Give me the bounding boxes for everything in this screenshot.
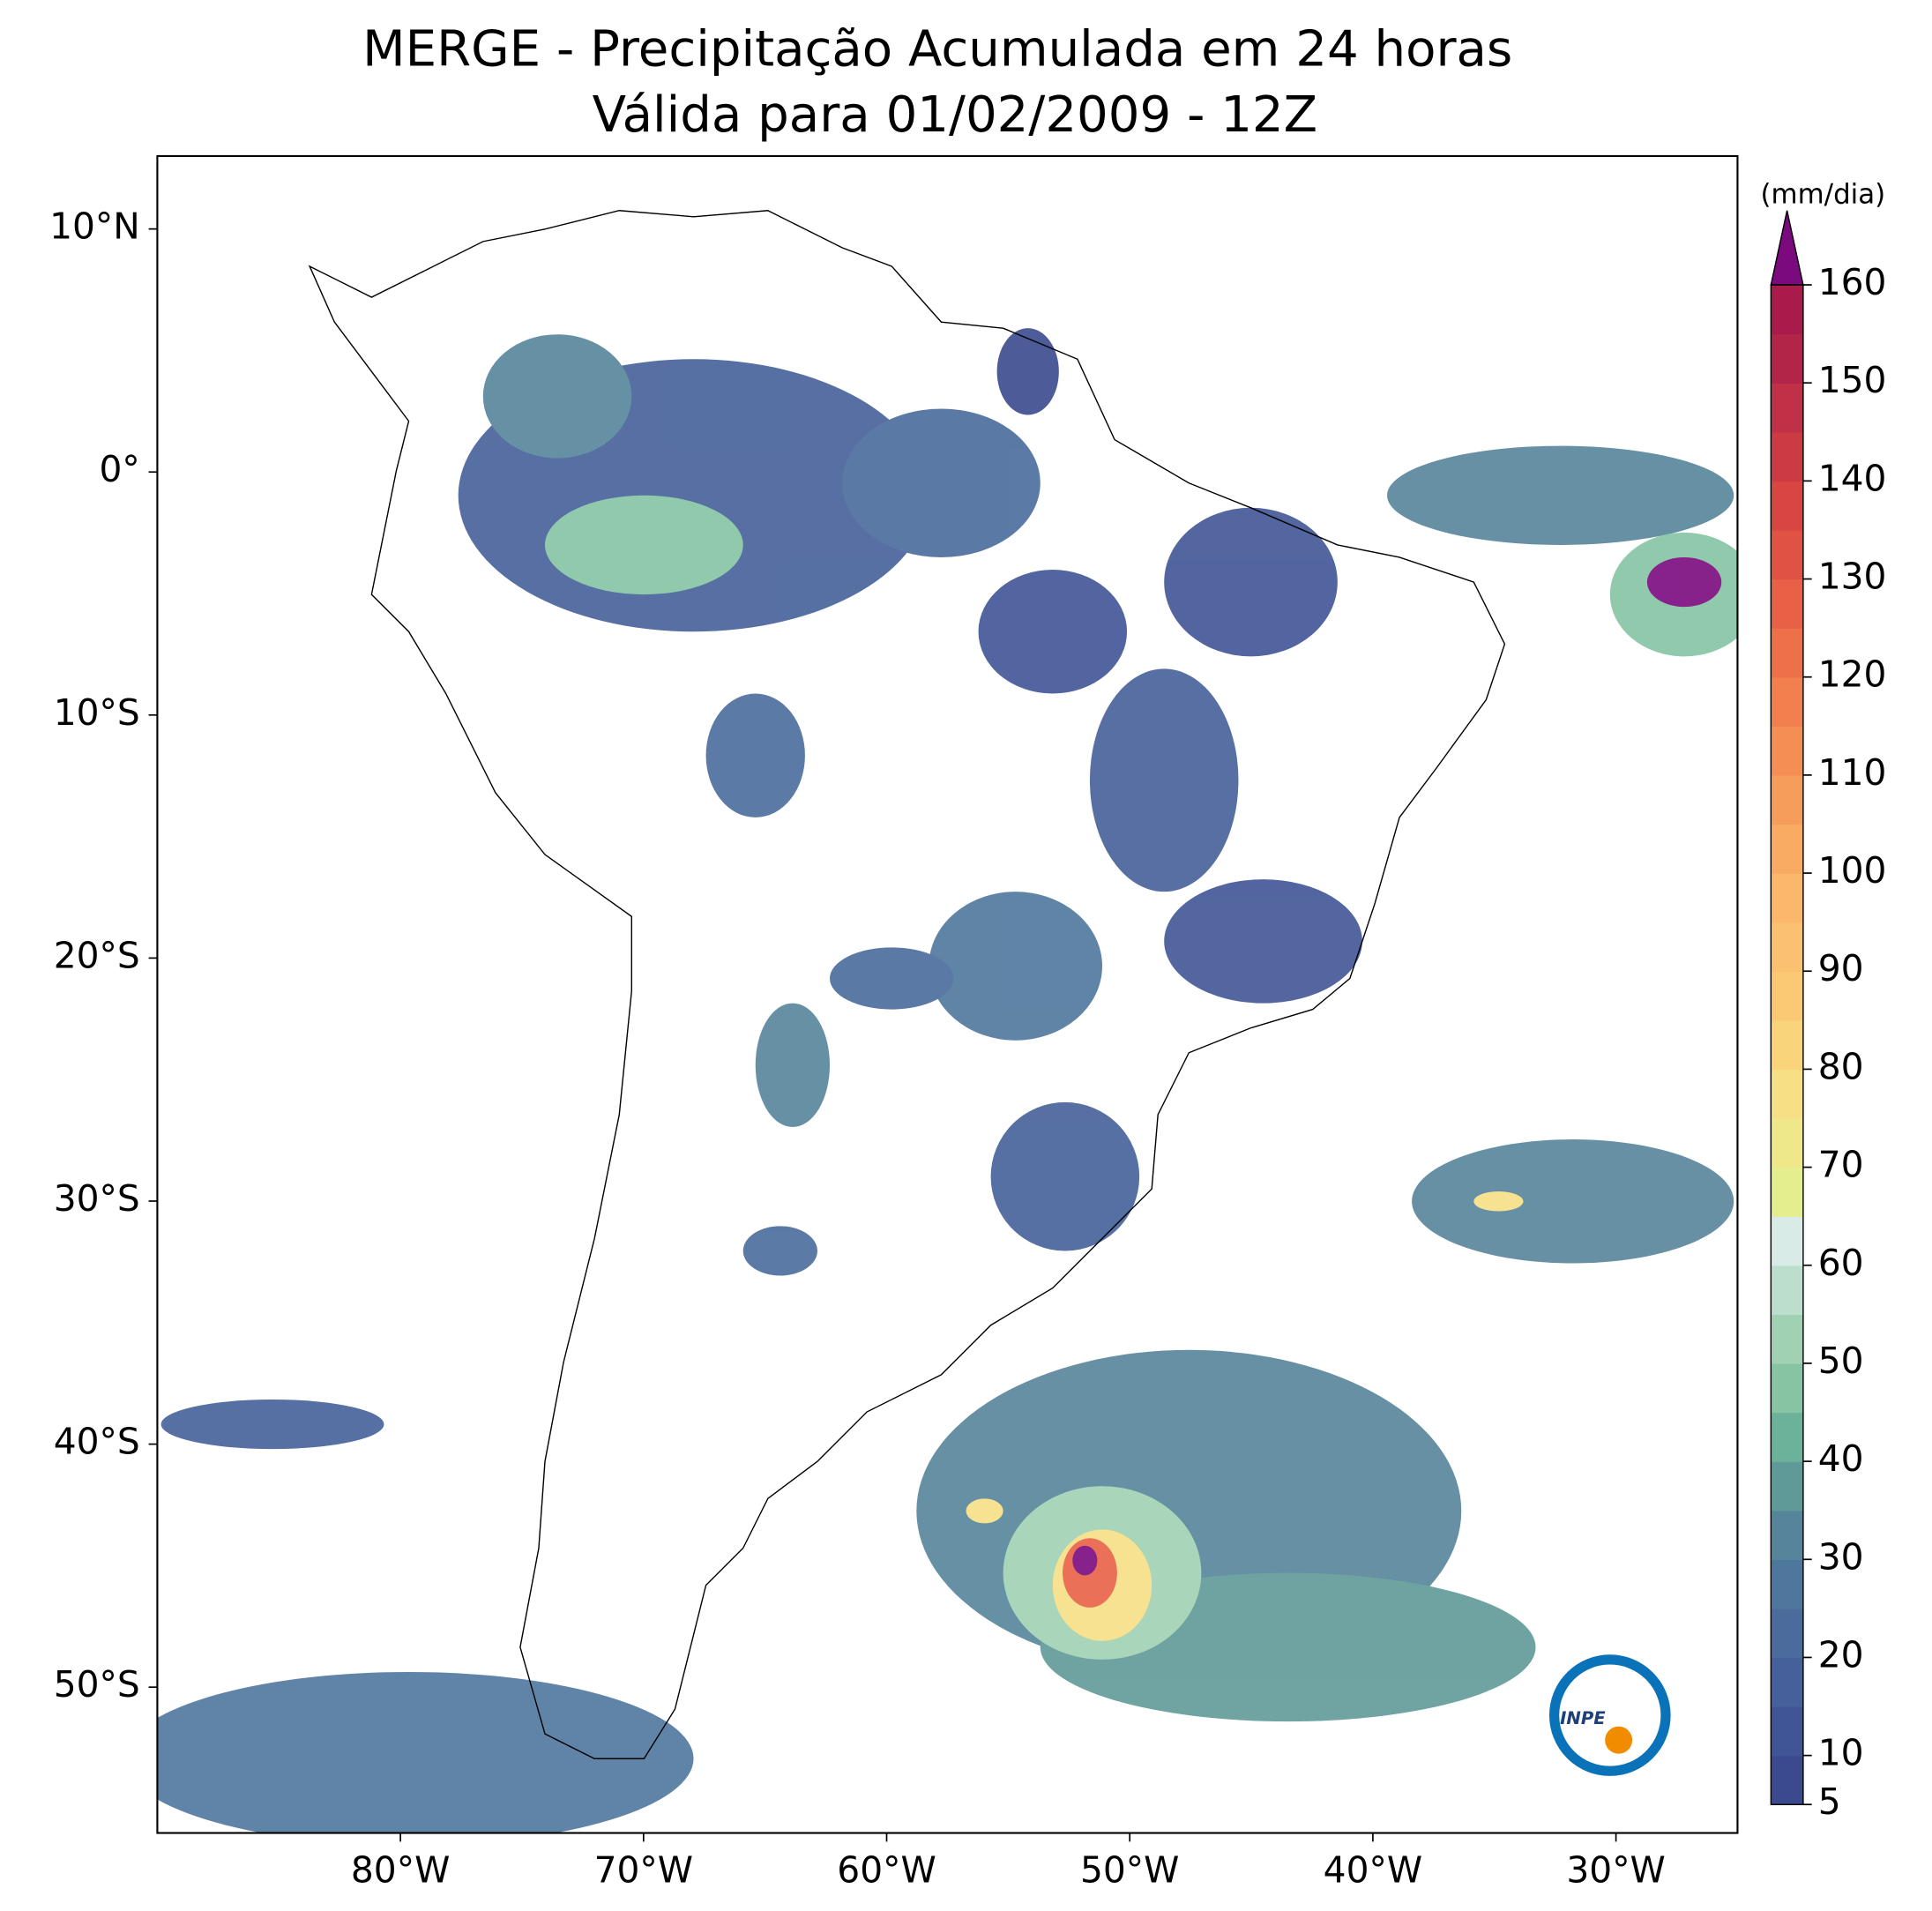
colorbar-band xyxy=(1771,774,1803,825)
colorbar-tick-label: 60 xyxy=(1818,1242,1864,1284)
colorbar-tick-label: 70 xyxy=(1818,1144,1864,1186)
colorbar-band xyxy=(1771,333,1803,384)
x-tick-label: 60°W xyxy=(837,1848,936,1891)
y-tick-label: 20°S xyxy=(54,934,140,976)
rain-area xyxy=(966,1498,1003,1524)
colorbar-band xyxy=(1771,1216,1803,1266)
colorbar-tick-label: 20 xyxy=(1818,1633,1864,1676)
colorbar-tick-label: 10 xyxy=(1818,1732,1864,1774)
colorbar-band xyxy=(1771,1461,1803,1512)
colorbar-tick-label: 5 xyxy=(1818,1780,1841,1823)
y-tick-label: 30°S xyxy=(54,1177,140,1220)
rain-area xyxy=(742,1226,817,1276)
rain-area xyxy=(842,408,1041,557)
rain-area xyxy=(1473,1191,1524,1212)
colorbar-band xyxy=(1771,383,1803,433)
colorbar-band xyxy=(1771,1117,1803,1168)
colorbar-tick-label: 130 xyxy=(1818,556,1887,598)
rain-area xyxy=(990,1101,1140,1251)
colorbar-band xyxy=(1771,824,1803,874)
y-tick-label: 50°S xyxy=(54,1663,140,1706)
y-tick-label: 10°S xyxy=(54,691,140,734)
colorbar-band xyxy=(1771,579,1803,629)
y-tick-label: 10°N xyxy=(49,205,140,248)
logo-text: INPE xyxy=(1560,1708,1606,1728)
colorbar-label: (mm/dia) xyxy=(1760,178,1885,210)
colorbar-band xyxy=(1771,1314,1803,1364)
precipitation-field xyxy=(157,210,1738,1833)
colorbar-band xyxy=(1771,1265,1803,1316)
rain-area xyxy=(996,328,1059,415)
colorbar: 5 10 20 30 40 50 60 70 80 90 100 110 120 130 140 150 160… xyxy=(1760,178,1886,1823)
colorbar-band xyxy=(1771,676,1803,728)
colorbar-tick-label: 40 xyxy=(1818,1437,1864,1480)
colorbar-band xyxy=(1771,873,1803,923)
rain-area xyxy=(755,1003,831,1128)
rain-area xyxy=(1164,879,1362,1004)
map-title: MERGE - Precipitação Acumulada em 24 hor… xyxy=(362,21,1512,78)
colorbar-band xyxy=(1771,285,1803,335)
colorbar-tick-label: 100 xyxy=(1818,849,1887,892)
colorbar-tick-label: 50 xyxy=(1818,1340,1864,1382)
colorbar-band xyxy=(1771,971,1803,1021)
coastline xyxy=(308,210,1506,1759)
rain-area xyxy=(160,1399,384,1450)
x-tick-label: 40°W xyxy=(1324,1848,1422,1891)
x-tick-label: 70°W xyxy=(594,1848,693,1891)
logo-dot xyxy=(1605,1726,1633,1754)
logo: INPE xyxy=(1548,1654,1671,1776)
colorbar-band xyxy=(1771,481,1803,531)
colorbar-extension xyxy=(1770,210,1804,286)
rain-area xyxy=(705,693,805,817)
colorbar-band xyxy=(1771,1608,1803,1659)
colorbar-tick-label: 160 xyxy=(1818,261,1887,303)
rain-area xyxy=(545,495,743,595)
colorbar-tick-label: 120 xyxy=(1818,653,1887,696)
colorbar-band xyxy=(1771,1510,1803,1560)
colorbar-band xyxy=(1771,1412,1803,1462)
colorbar-tick-label: 30 xyxy=(1818,1535,1864,1578)
rain-area xyxy=(1089,668,1239,892)
y-tick-label: 40°S xyxy=(54,1421,140,1463)
colorbar-band xyxy=(1771,529,1803,580)
colorbar-tick-label: 90 xyxy=(1818,947,1864,989)
rain-area xyxy=(482,334,632,459)
x-tick-label: 30°W xyxy=(1566,1848,1665,1891)
colorbar-band xyxy=(1771,1706,1803,1757)
rain-area xyxy=(157,1671,694,1833)
x-tick-label: 50°W xyxy=(1080,1848,1179,1891)
rain-area xyxy=(1646,556,1722,608)
colorbar-band xyxy=(1771,1657,1803,1707)
colorbar-tick-label: 80 xyxy=(1818,1045,1864,1087)
rain-area xyxy=(1072,1545,1098,1576)
rain-area xyxy=(1164,507,1338,657)
rain-area xyxy=(1412,1139,1734,1264)
colorbar-band xyxy=(1771,431,1803,482)
rain-area xyxy=(929,892,1102,1041)
colorbar-band xyxy=(1771,1755,1803,1805)
y-tick-label: 0° xyxy=(99,448,139,490)
map-frame xyxy=(156,154,1739,1834)
colorbar-frame xyxy=(1770,284,1804,1805)
colorbar-tick-label: 150 xyxy=(1818,359,1887,401)
rain-area xyxy=(830,947,954,1010)
colorbar-band xyxy=(1771,628,1803,678)
colorbar-band xyxy=(1771,1019,1803,1071)
colorbar-band xyxy=(1771,1069,1803,1119)
colorbar-tick-label: 110 xyxy=(1818,751,1887,794)
rain-area xyxy=(978,570,1128,694)
colorbar-band xyxy=(1771,1167,1803,1217)
colorbar-tick-label: 140 xyxy=(1818,457,1887,499)
map-subtitle: Válida para 01/02/2009 - 12Z xyxy=(593,86,1318,144)
logo-ring xyxy=(1548,1654,1671,1776)
colorbar-band xyxy=(1771,922,1803,972)
x-tick-label: 80°W xyxy=(351,1848,450,1891)
colorbar-band xyxy=(1771,726,1803,776)
rain-area xyxy=(1386,445,1734,545)
colorbar-band xyxy=(1771,1559,1803,1609)
colorbar-band xyxy=(1771,1362,1803,1414)
